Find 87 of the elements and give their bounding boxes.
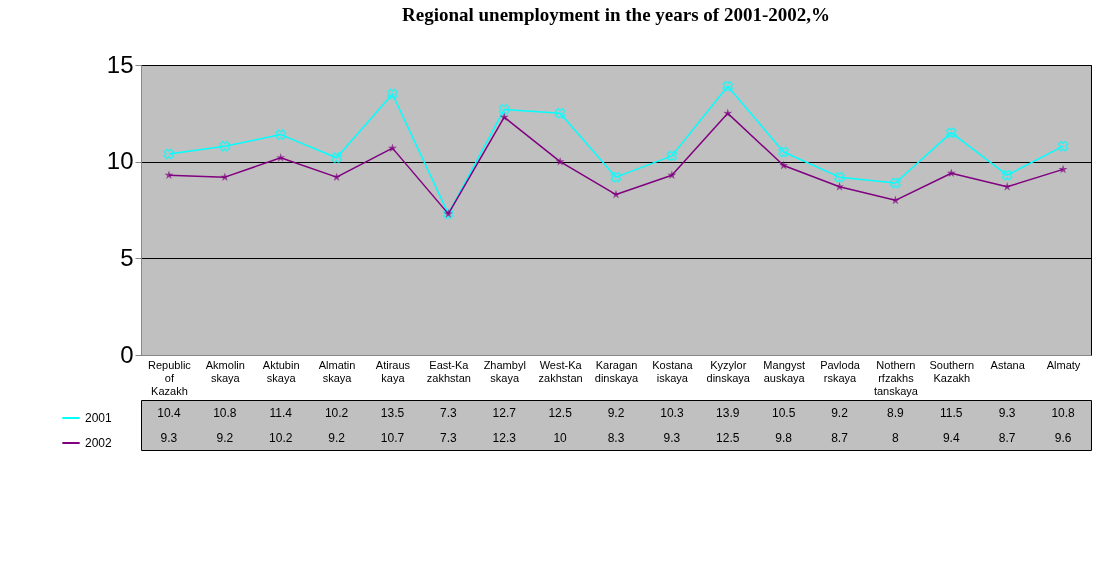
x-tick-label: Kyzylordinskaya [706,358,751,384]
data-label: 7.3 [440,405,458,420]
legend-label: 2002 [85,436,113,450]
point [498,104,510,115]
data-label: 9.2 [607,405,625,420]
point [1058,164,1068,174]
data-label: 12.5 [548,405,573,420]
data-label: 12.3 [492,430,517,445]
data-label: 9.4 [942,430,960,445]
point [1001,169,1013,181]
point [945,127,957,139]
x-tick-label: Astana [990,358,1026,371]
data-label: 8 [892,430,900,445]
y-tick-label: 15 [106,50,134,78]
data-label: 8.3 [607,430,625,445]
point [387,143,397,152]
data-label: 11.4 [269,405,293,420]
data-label: 10.2 [269,430,293,445]
point [499,112,509,122]
point [834,171,845,183]
point [610,171,622,183]
point [276,153,286,162]
data-label: 10.8 [1051,405,1076,420]
point [555,156,565,166]
legend-label: 2001 [85,411,113,425]
data-label: 10.5 [771,405,796,420]
point [779,160,789,170]
x-tick-label: Mangystauskaya [763,358,806,384]
data-label: 10.4 [157,405,181,420]
point [835,182,845,191]
point [275,129,287,141]
data-label: 9.3 [663,430,681,445]
data-label: 9.2 [216,430,234,445]
point [387,88,398,100]
point [332,172,342,181]
x-tick-label: Aktubinskaya [262,358,300,384]
data-label: 8.7 [998,430,1016,445]
point [1057,140,1069,152]
point [722,80,734,92]
point [946,168,956,178]
data-label: 9.8 [775,430,793,445]
data-label: 8.7 [831,430,849,445]
y-tick-label: 0 [120,340,134,368]
point [890,195,900,205]
data-label: 13.5 [380,405,405,420]
data-label: 9.2 [831,405,849,420]
x-tick-label: Akmolinskaya [205,358,245,384]
data-label: 11.5 [940,405,963,420]
data-label: 9.6 [1054,430,1072,445]
data-label: 9.3 [998,405,1016,420]
x-tick-label: Almaty [1046,358,1081,371]
point [163,148,175,160]
data-label: 12.7 [492,405,517,420]
data-label: 13.9 [716,405,740,420]
x-tick-label: West-Kazakhstan [538,358,583,384]
data-label: 9.2 [328,430,346,445]
data-label: 10 [553,430,568,445]
x-tick-label: Atirauskaya [375,358,411,384]
x-tick-label: Karagandinskaya [594,358,640,384]
x-tick-label: East-Kazakhstan [426,358,471,384]
x-tick-label: Republic of Kazakh [148,358,192,397]
point [889,177,901,189]
data-label: 10.7 [380,430,405,445]
data-label: 10.8 [213,405,237,420]
y-tick-label: 10 [106,147,134,175]
point [219,140,231,152]
x-tick-label: Zhambylskaya [483,358,526,384]
point [778,146,790,158]
point [723,108,733,118]
point [220,172,230,181]
x-tick-label: Kostanaiskaya [652,358,694,384]
data-label: 12.5 [716,430,740,445]
point [331,152,343,164]
data-label: 10.3 [660,405,684,420]
x-tick-label: Pavlodarskaya [820,358,861,384]
y-tick-label: 5 [120,243,134,271]
data-label: 9.3 [160,430,178,445]
chart-title: Regional unemployment in the years of 2001-2002,% [401,4,831,25]
x-tick-label: Nothernrfzakhstanskaya [873,358,919,397]
point [554,107,566,119]
point [666,150,678,162]
x-tick-label: Southern Kazakh [929,358,975,384]
data-label: 7.3 [440,430,458,445]
point [164,170,174,180]
x-tick-label: Almatinskaya [318,358,356,384]
data-label: 8.9 [887,405,905,420]
data-label: 10.2 [324,405,349,420]
